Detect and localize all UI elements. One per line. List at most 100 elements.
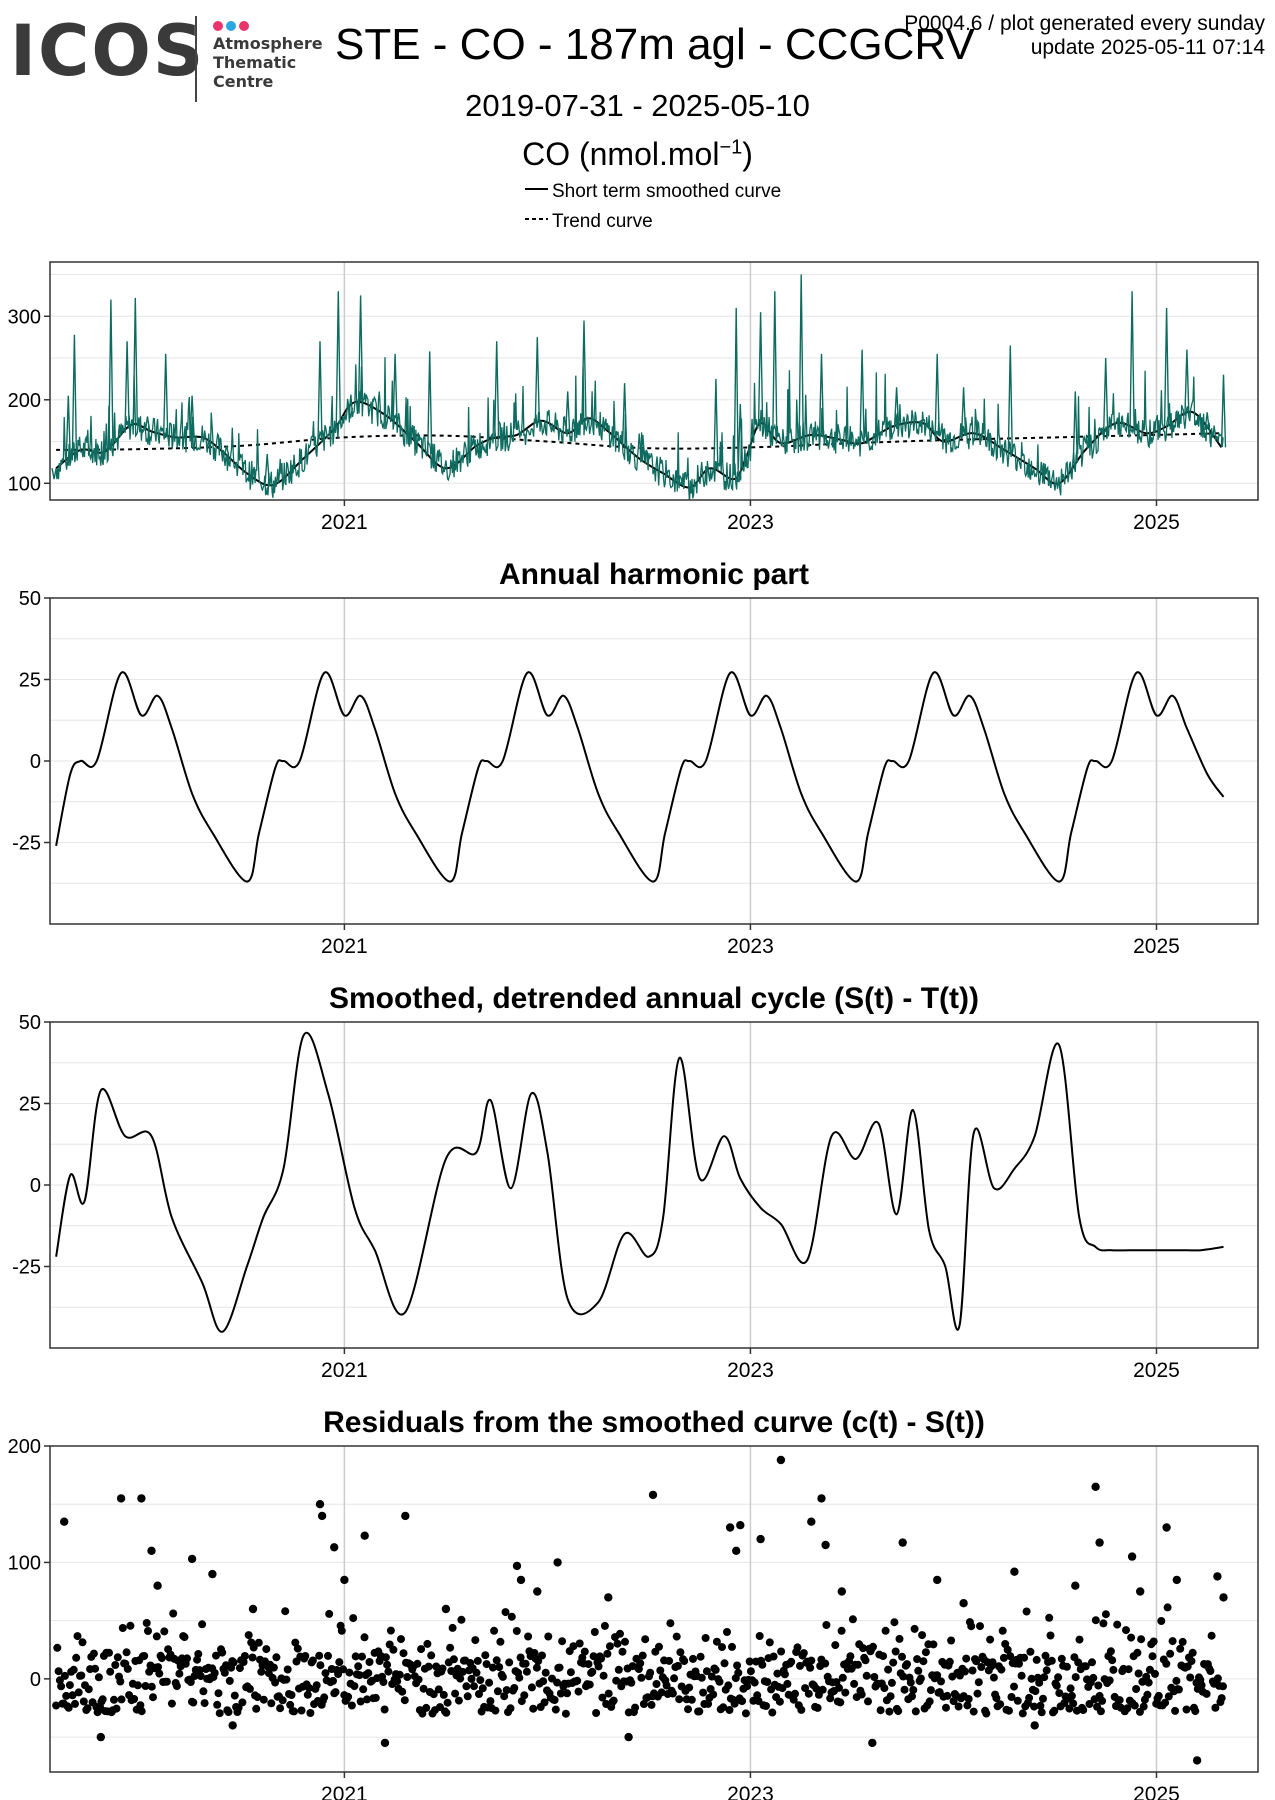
residual-point (350, 1682, 359, 1691)
residual-point (585, 1680, 594, 1689)
observation-spike (264, 454, 270, 483)
residual-point (982, 1709, 991, 1718)
residual-point (773, 1669, 782, 1678)
residual-point (967, 1622, 976, 1631)
panel-title: Smoothed, detrended annual cycle (S(t) -… (329, 982, 979, 1015)
residual-point (141, 1682, 150, 1690)
residual-point (725, 1706, 734, 1714)
residual-point (399, 1649, 408, 1658)
residual-point (886, 1692, 895, 1701)
residual-point (140, 1652, 149, 1660)
observation-spike (223, 445, 230, 456)
residual-point (111, 1661, 120, 1669)
residual-point (1124, 1665, 1133, 1674)
residual-point (1115, 1696, 1124, 1705)
residual-point (793, 1643, 802, 1652)
residual-point (791, 1689, 799, 1698)
residual-point (386, 1626, 395, 1635)
residual-point (422, 1703, 431, 1712)
residual-point (463, 1692, 472, 1701)
residual-point (796, 1661, 804, 1670)
residual-point (60, 1671, 69, 1680)
residual-point (126, 1621, 135, 1630)
observation-spike (534, 337, 540, 424)
residual-point (998, 1626, 1007, 1635)
residual-point (443, 1698, 452, 1707)
observation-spike (1007, 345, 1013, 454)
residual-point (1132, 1685, 1141, 1693)
residual-point (969, 1707, 978, 1716)
residual-point (976, 1622, 984, 1631)
icos-logo: ICOS Atmosphere Thematic Centre (10, 10, 340, 110)
residual-point (478, 1684, 487, 1693)
residual-point (627, 1678, 636, 1687)
residual-point (337, 1626, 346, 1635)
residual-point (612, 1676, 621, 1685)
y-tick-label: 300 (8, 306, 41, 328)
residual-point (963, 1701, 972, 1710)
residual-point (1122, 1626, 1130, 1635)
residual-point (1144, 1678, 1153, 1687)
residual-point (1005, 1706, 1013, 1715)
observation-line (55, 357, 1224, 500)
residual-point (429, 1690, 438, 1699)
residual-point (308, 1656, 317, 1665)
residual-point (65, 1681, 74, 1690)
residual-point (1041, 1651, 1050, 1660)
residual-point (53, 1643, 62, 1652)
residual-point (1143, 1690, 1152, 1699)
residual-point (1066, 1684, 1075, 1693)
observation-spike (733, 307, 739, 476)
residual-point (861, 1656, 870, 1665)
residual-point (652, 1680, 661, 1688)
residual-point (879, 1652, 888, 1661)
residual-point (116, 1677, 125, 1686)
residual-point (884, 1665, 893, 1674)
residual-point-outlier (821, 1540, 830, 1550)
residual-point (492, 1656, 501, 1665)
residual-point (575, 1639, 584, 1648)
residual-point (574, 1687, 583, 1696)
main-title: STE - CO - 187m agl - CCGCRV (335, 20, 975, 69)
residual-point (538, 1651, 546, 1660)
residual-point (312, 1681, 321, 1690)
residual-point (485, 1678, 494, 1687)
residual-point (569, 1642, 578, 1651)
residual-point (862, 1671, 871, 1680)
residual-point (133, 1681, 142, 1690)
observation-spike (108, 299, 114, 446)
residual-point (563, 1689, 572, 1698)
residual-point-outlier (933, 1575, 942, 1585)
residual-point-outlier (553, 1558, 562, 1567)
observation-spike (934, 353, 940, 437)
observation-spike (51, 468, 57, 480)
residual-point (414, 1675, 423, 1684)
x-tick-label: 2025 (1133, 1359, 1180, 1382)
residual-point (676, 1648, 685, 1657)
y-tick-label: 25 (19, 670, 41, 692)
residual-point (1045, 1613, 1054, 1622)
residual-point (512, 1627, 521, 1635)
residual-point (972, 1657, 981, 1666)
residual-point (1046, 1631, 1055, 1640)
residual-point (244, 1631, 253, 1640)
residual-point-outlier (1219, 1593, 1228, 1602)
residual-point (1133, 1648, 1142, 1657)
residual-point (870, 1673, 879, 1681)
residual-point-outlier (817, 1494, 826, 1503)
residual-point (1037, 1708, 1046, 1717)
residual-point (704, 1699, 713, 1708)
residual-point (175, 1669, 184, 1678)
residual-point (423, 1639, 432, 1648)
residual-point (351, 1652, 360, 1661)
observation-spike (1204, 412, 1210, 430)
y-tick-label: 0 (30, 1669, 41, 1691)
residual-point (799, 1649, 808, 1658)
residual-point (358, 1652, 366, 1661)
residual-point (467, 1674, 476, 1683)
residual-point (1127, 1633, 1136, 1642)
residual-point (1191, 1707, 1200, 1716)
residual-point (921, 1648, 930, 1657)
observation-spike (893, 387, 900, 427)
residual-point (699, 1688, 708, 1697)
